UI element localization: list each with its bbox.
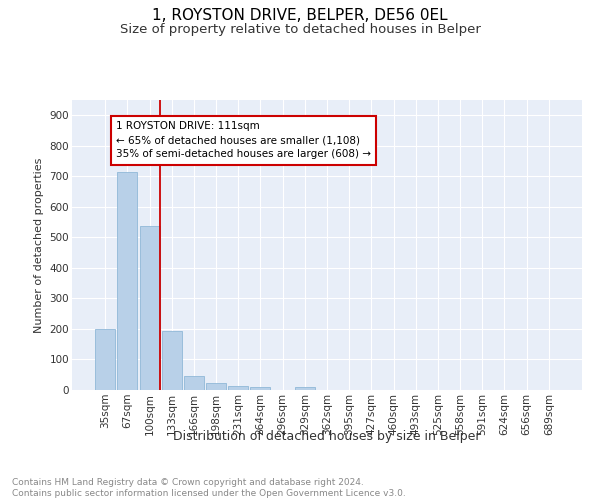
Bar [184,376,204,390]
Bar [228,386,248,390]
Bar [95,329,115,390]
Bar [162,332,182,390]
Text: 1, ROYSTON DRIVE, BELPER, DE56 0EL: 1, ROYSTON DRIVE, BELPER, DE56 0EL [152,8,448,22]
Bar [250,386,271,390]
Text: 1 ROYSTON DRIVE: 111sqm
← 65% of detached houses are smaller (1,108)
35% of semi: 1 ROYSTON DRIVE: 111sqm ← 65% of detache… [116,122,371,160]
Bar [118,172,137,390]
Bar [295,387,315,390]
Text: Contains HM Land Registry data © Crown copyright and database right 2024.
Contai: Contains HM Land Registry data © Crown c… [12,478,406,498]
Bar [206,384,226,390]
Text: Size of property relative to detached houses in Belper: Size of property relative to detached ho… [119,22,481,36]
Text: Distribution of detached houses by size in Belper: Distribution of detached houses by size … [173,430,481,443]
Y-axis label: Number of detached properties: Number of detached properties [34,158,44,332]
Bar [140,226,160,390]
